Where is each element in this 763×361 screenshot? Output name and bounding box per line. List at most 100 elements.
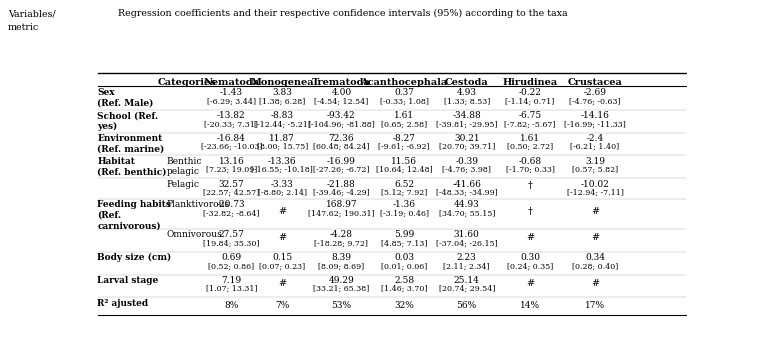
- Text: [20.70; 39.71]: [20.70; 39.71]: [439, 143, 495, 151]
- Text: 32.57: 32.57: [218, 179, 244, 188]
- Text: [-4.54; 12.54]: [-4.54; 12.54]: [314, 97, 369, 105]
- Text: 0.34: 0.34: [585, 253, 605, 262]
- Text: [-23.66; -10.03]: [-23.66; -10.03]: [201, 143, 262, 151]
- Text: 7.19: 7.19: [221, 276, 241, 285]
- Text: -1.43: -1.43: [220, 88, 243, 97]
- Text: 0.69: 0.69: [221, 253, 241, 262]
- Text: #: #: [278, 207, 286, 216]
- Text: 32%: 32%: [394, 300, 414, 309]
- Text: [-12.94; -7.11]: [-12.94; -7.11]: [567, 189, 623, 197]
- Text: †: †: [527, 207, 533, 216]
- Text: [1.07; 13.31]: [1.07; 13.31]: [206, 285, 257, 293]
- Text: 168.97: 168.97: [326, 200, 357, 209]
- Text: -10.02: -10.02: [581, 179, 610, 188]
- Text: [0.01; 0.06]: [0.01; 0.06]: [381, 262, 427, 270]
- Text: -4.28: -4.28: [330, 230, 353, 239]
- Text: 11.56: 11.56: [391, 157, 417, 166]
- Text: [-48.33; -34.99]: [-48.33; -34.99]: [436, 189, 497, 197]
- Text: [0.28; 0.40]: [0.28; 0.40]: [572, 262, 618, 270]
- Text: 8.39: 8.39: [331, 253, 352, 262]
- Text: [0.07; 0.23]: [0.07; 0.23]: [259, 262, 305, 270]
- Text: Cestoda: Cestoda: [445, 78, 488, 87]
- Text: 49.29: 49.29: [329, 276, 354, 285]
- Text: [-6.29; 3.44]: [-6.29; 3.44]: [207, 97, 256, 105]
- Text: 4.93: 4.93: [457, 88, 477, 97]
- Text: [22.57; 42.57]: [22.57; 42.57]: [203, 189, 259, 197]
- Text: [-16.99; -11.33]: [-16.99; -11.33]: [564, 120, 626, 128]
- Text: [0.50; 2.72]: [0.50; 2.72]: [507, 143, 553, 151]
- Text: [-3.19; 0.46]: [-3.19; 0.46]: [379, 209, 429, 218]
- Text: -20.73: -20.73: [217, 200, 246, 209]
- Text: Benthic
pelagic: Benthic pelagic: [167, 157, 202, 176]
- Text: metric: metric: [8, 23, 39, 32]
- Text: -2.4: -2.4: [587, 134, 604, 143]
- Text: [10.64; 12.48]: [10.64; 12.48]: [375, 166, 433, 174]
- Text: #: #: [591, 207, 599, 216]
- Text: Monogenea: Monogenea: [250, 78, 314, 87]
- Text: [2.11; 2.34]: [2.11; 2.34]: [443, 262, 490, 270]
- Text: #: #: [278, 279, 286, 288]
- Text: -8.27: -8.27: [392, 134, 416, 143]
- Text: [-12.44; -5.21]: [-12.44; -5.21]: [254, 120, 311, 128]
- Text: [8.09; 8.69]: [8.09; 8.69]: [318, 262, 365, 270]
- Text: [60.48; 84.24]: [60.48; 84.24]: [313, 143, 369, 151]
- Text: 3.19: 3.19: [585, 157, 605, 166]
- Text: [-39.81; -29.95]: [-39.81; -29.95]: [436, 120, 497, 128]
- Text: [5.12; 7.92]: [5.12; 7.92]: [381, 189, 427, 197]
- Text: [-1.70; 0.33]: [-1.70; 0.33]: [506, 166, 555, 174]
- Text: [0.65; 2.58]: [0.65; 2.58]: [381, 120, 427, 128]
- Text: Planktivorous: Planktivorous: [167, 200, 230, 209]
- Text: 13.16: 13.16: [218, 157, 244, 166]
- Text: -21.88: -21.88: [327, 179, 356, 188]
- Text: -1.36: -1.36: [392, 200, 416, 209]
- Text: -14.16: -14.16: [581, 111, 610, 120]
- Text: [-20.33; 7.31]: [-20.33; 7.31]: [204, 120, 259, 128]
- Text: [-37.04; -26.15]: [-37.04; -26.15]: [436, 240, 497, 248]
- Text: 2.23: 2.23: [457, 253, 477, 262]
- Text: 72.36: 72.36: [329, 134, 354, 143]
- Text: [33.21; 65.38]: [33.21; 65.38]: [314, 285, 369, 293]
- Text: [1.38; 6.28]: [1.38; 6.28]: [259, 97, 305, 105]
- Text: [-1.14; 0.71]: [-1.14; 0.71]: [505, 97, 555, 105]
- Text: -16.84: -16.84: [217, 134, 246, 143]
- Text: Sex
(Ref. Male): Sex (Ref. Male): [97, 88, 153, 108]
- Text: #: #: [526, 233, 534, 242]
- Text: -13.36: -13.36: [268, 157, 297, 166]
- Text: -13.82: -13.82: [217, 111, 246, 120]
- Text: [-6.21; 1.40]: [-6.21; 1.40]: [571, 143, 620, 151]
- Text: Larval stage: Larval stage: [97, 276, 159, 285]
- Text: †: †: [527, 181, 533, 190]
- Text: 3.83: 3.83: [272, 88, 292, 97]
- Text: [8.00; 15.75]: [8.00; 15.75]: [256, 143, 307, 151]
- Text: 25.14: 25.14: [454, 276, 480, 285]
- Text: [-27.26; -6.72]: [-27.26; -6.72]: [313, 166, 369, 174]
- Text: [-9.61; -6.92]: [-9.61; -6.92]: [378, 143, 430, 151]
- Text: #: #: [526, 279, 534, 288]
- Text: 6.52: 6.52: [394, 179, 414, 188]
- Text: [-0.33; 1.08]: [-0.33; 1.08]: [380, 97, 429, 105]
- Text: Environment
(Ref. marine): Environment (Ref. marine): [97, 134, 164, 153]
- Text: 14%: 14%: [520, 300, 540, 309]
- Text: [0.52; 0.86]: [0.52; 0.86]: [208, 262, 254, 270]
- Text: 7%: 7%: [275, 300, 289, 309]
- Text: 1.61: 1.61: [394, 111, 414, 120]
- Text: [-39.46; -4.29]: [-39.46; -4.29]: [313, 189, 370, 197]
- Text: 1.61: 1.61: [520, 134, 540, 143]
- Text: -34.88: -34.88: [452, 111, 481, 120]
- Text: #: #: [591, 279, 599, 288]
- Text: 8%: 8%: [224, 300, 239, 309]
- Text: -16.99: -16.99: [327, 157, 356, 166]
- Text: 4.00: 4.00: [331, 88, 352, 97]
- Text: -3.33: -3.33: [271, 179, 294, 188]
- Text: #: #: [591, 233, 599, 242]
- Text: [7.23; 19.09]: [7.23; 19.09]: [206, 166, 257, 174]
- Text: [34.70; 55.15]: [34.70; 55.15]: [439, 209, 495, 218]
- Text: Hirudinea: Hirudinea: [502, 78, 558, 87]
- Text: [147.62; 190.31]: [147.62; 190.31]: [308, 209, 375, 218]
- Text: -0.22: -0.22: [519, 88, 542, 97]
- Text: Habitat
(Ref. benthic): Habitat (Ref. benthic): [97, 157, 166, 176]
- Text: 30.21: 30.21: [454, 134, 479, 143]
- Text: [4.85; 7.13]: [4.85; 7.13]: [381, 240, 427, 248]
- Text: [1.46; 3.70]: [1.46; 3.70]: [381, 285, 427, 293]
- Text: Body size (cm): Body size (cm): [97, 253, 172, 262]
